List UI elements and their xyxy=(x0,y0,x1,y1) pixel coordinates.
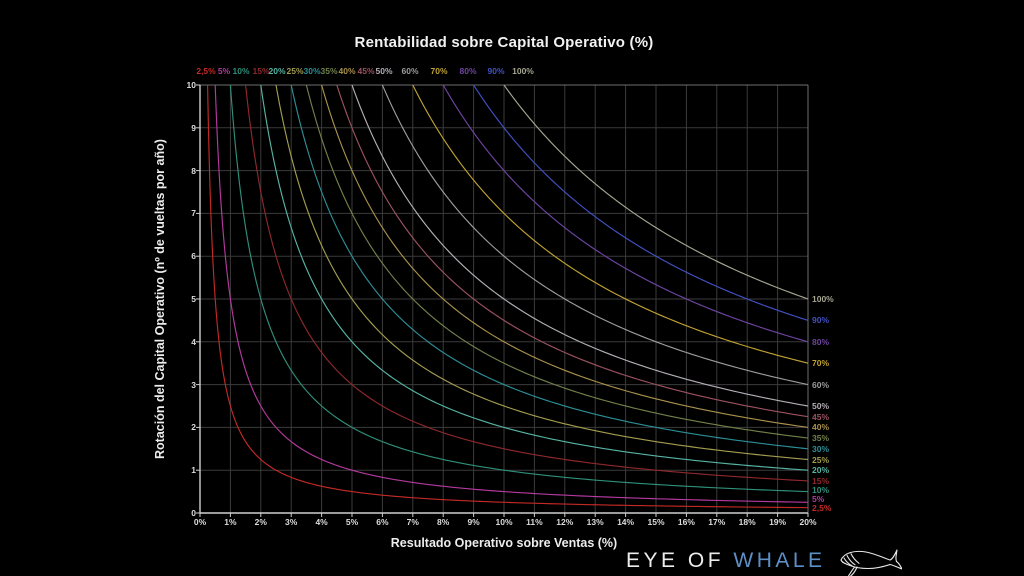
curve-25 xyxy=(207,84,809,509)
y-tick-label: 9 xyxy=(191,122,196,133)
y-tick-label: 6 xyxy=(191,251,196,262)
curve-60 xyxy=(381,84,809,386)
legend-label-70: 70% xyxy=(430,66,448,76)
x-tick-label: 9% xyxy=(467,517,480,527)
right-label-60: 60% xyxy=(812,379,830,390)
right-label-10: 10% xyxy=(812,484,830,495)
y-tick-label: 4 xyxy=(191,336,196,347)
y-tick-label: 3 xyxy=(191,379,196,390)
curve-35 xyxy=(305,84,809,439)
right-label-20: 20% xyxy=(812,465,830,476)
x-tick-label: 18% xyxy=(738,517,756,527)
y-tick-label: 0 xyxy=(191,508,196,518)
right-label-40: 40% xyxy=(812,422,830,433)
brand-logo: EYE OF WHALE xyxy=(626,541,902,576)
x-tick-label: 20% xyxy=(799,517,817,527)
x-tick-label: 13% xyxy=(586,517,604,527)
x-tick-label: 0% xyxy=(193,517,207,527)
right-label-35: 35% xyxy=(812,433,830,444)
x-tick-label: 15% xyxy=(647,517,665,527)
x-tick-label: 16% xyxy=(677,517,695,527)
legend-label-100: 100% xyxy=(512,66,534,76)
curve-20 xyxy=(260,84,809,471)
x-tick-label: 19% xyxy=(769,517,787,527)
right-label-80: 80% xyxy=(812,336,830,347)
legend-label-15: 15% xyxy=(252,66,270,76)
y-tick-label: 1 xyxy=(191,465,196,476)
x-axis-title: Resultado Operativo sobre Ventas (%) xyxy=(390,536,618,550)
legend-label-30: 30% xyxy=(303,66,321,76)
legend-label-40: 40% xyxy=(338,66,356,76)
y-tick-label: 2 xyxy=(191,422,196,433)
brand-wordmark-whale: WHALE xyxy=(733,549,826,572)
right-label-25: 25% xyxy=(812,454,830,465)
legend-label-90: 90% xyxy=(487,66,505,76)
curve-10 xyxy=(229,84,809,493)
chart-title: Rentabilidad sobre Capital Operativo (%) xyxy=(354,34,654,51)
x-tick-label: 14% xyxy=(617,517,635,527)
legend-label-35: 35% xyxy=(320,66,338,76)
y-tick-label: 5 xyxy=(191,294,196,304)
curve-100 xyxy=(503,84,809,300)
curve-45 xyxy=(336,84,809,418)
curve-70 xyxy=(412,84,809,364)
legend-label-20: 20% xyxy=(268,66,286,76)
x-tick-label: 7% xyxy=(406,517,419,527)
x-tick-label: 6% xyxy=(376,517,389,527)
curve-40 xyxy=(321,84,809,428)
brand-wordmark-eye-of: EYE OF xyxy=(626,549,725,572)
x-tick-label: 5% xyxy=(345,517,359,527)
right-label-90: 90% xyxy=(812,315,830,326)
right-label-70: 70% xyxy=(812,358,830,369)
y-tick-label: 8 xyxy=(191,165,196,176)
x-tick-label: 8% xyxy=(437,517,450,527)
whale-icon xyxy=(840,549,902,576)
x-tick-label: 4% xyxy=(315,517,328,527)
legend-label-10: 10% xyxy=(232,66,250,76)
legend-label-25: 25% xyxy=(286,66,304,76)
curve-50 xyxy=(351,84,809,407)
legend-label-45: 45% xyxy=(357,66,375,76)
curve-30 xyxy=(290,84,809,450)
legend-label-60: 60% xyxy=(401,66,419,76)
legend-label-80: 80% xyxy=(459,66,477,76)
y-tick-label: 10 xyxy=(186,80,196,90)
brand-wordmark: EYE OF WHALE xyxy=(626,549,826,573)
right-label-30: 30% xyxy=(812,443,830,454)
x-tick-label: 12% xyxy=(556,517,574,527)
curve-80 xyxy=(442,84,809,343)
right-label-100: 100% xyxy=(812,294,834,304)
right-label-50: 50% xyxy=(812,401,830,411)
y-axis-title: Rotación del Capital Operativo (nº de vu… xyxy=(153,139,167,459)
legend-label-5: 5% xyxy=(217,66,231,76)
x-tick-label: 2% xyxy=(254,517,267,527)
right-label-15: 15% xyxy=(812,475,830,486)
legend-label-25: 2,5% xyxy=(196,66,216,76)
right-label-25: 2,5% xyxy=(812,502,832,513)
legend-label-50: 50% xyxy=(375,66,393,76)
x-tick-label: 17% xyxy=(708,517,726,527)
curve-15 xyxy=(245,84,809,482)
right-label-5: 5% xyxy=(812,493,825,504)
right-label-45: 45% xyxy=(812,411,830,422)
curve-90 xyxy=(473,84,809,321)
y-tick-label: 7 xyxy=(191,208,196,219)
curve-5 xyxy=(214,84,809,503)
x-tick-label: 11% xyxy=(526,517,543,527)
x-tick-label: 3% xyxy=(285,517,298,527)
curve-25 xyxy=(275,84,809,461)
x-tick-label: 10% xyxy=(495,517,513,527)
x-tick-label: 1% xyxy=(224,517,237,527)
